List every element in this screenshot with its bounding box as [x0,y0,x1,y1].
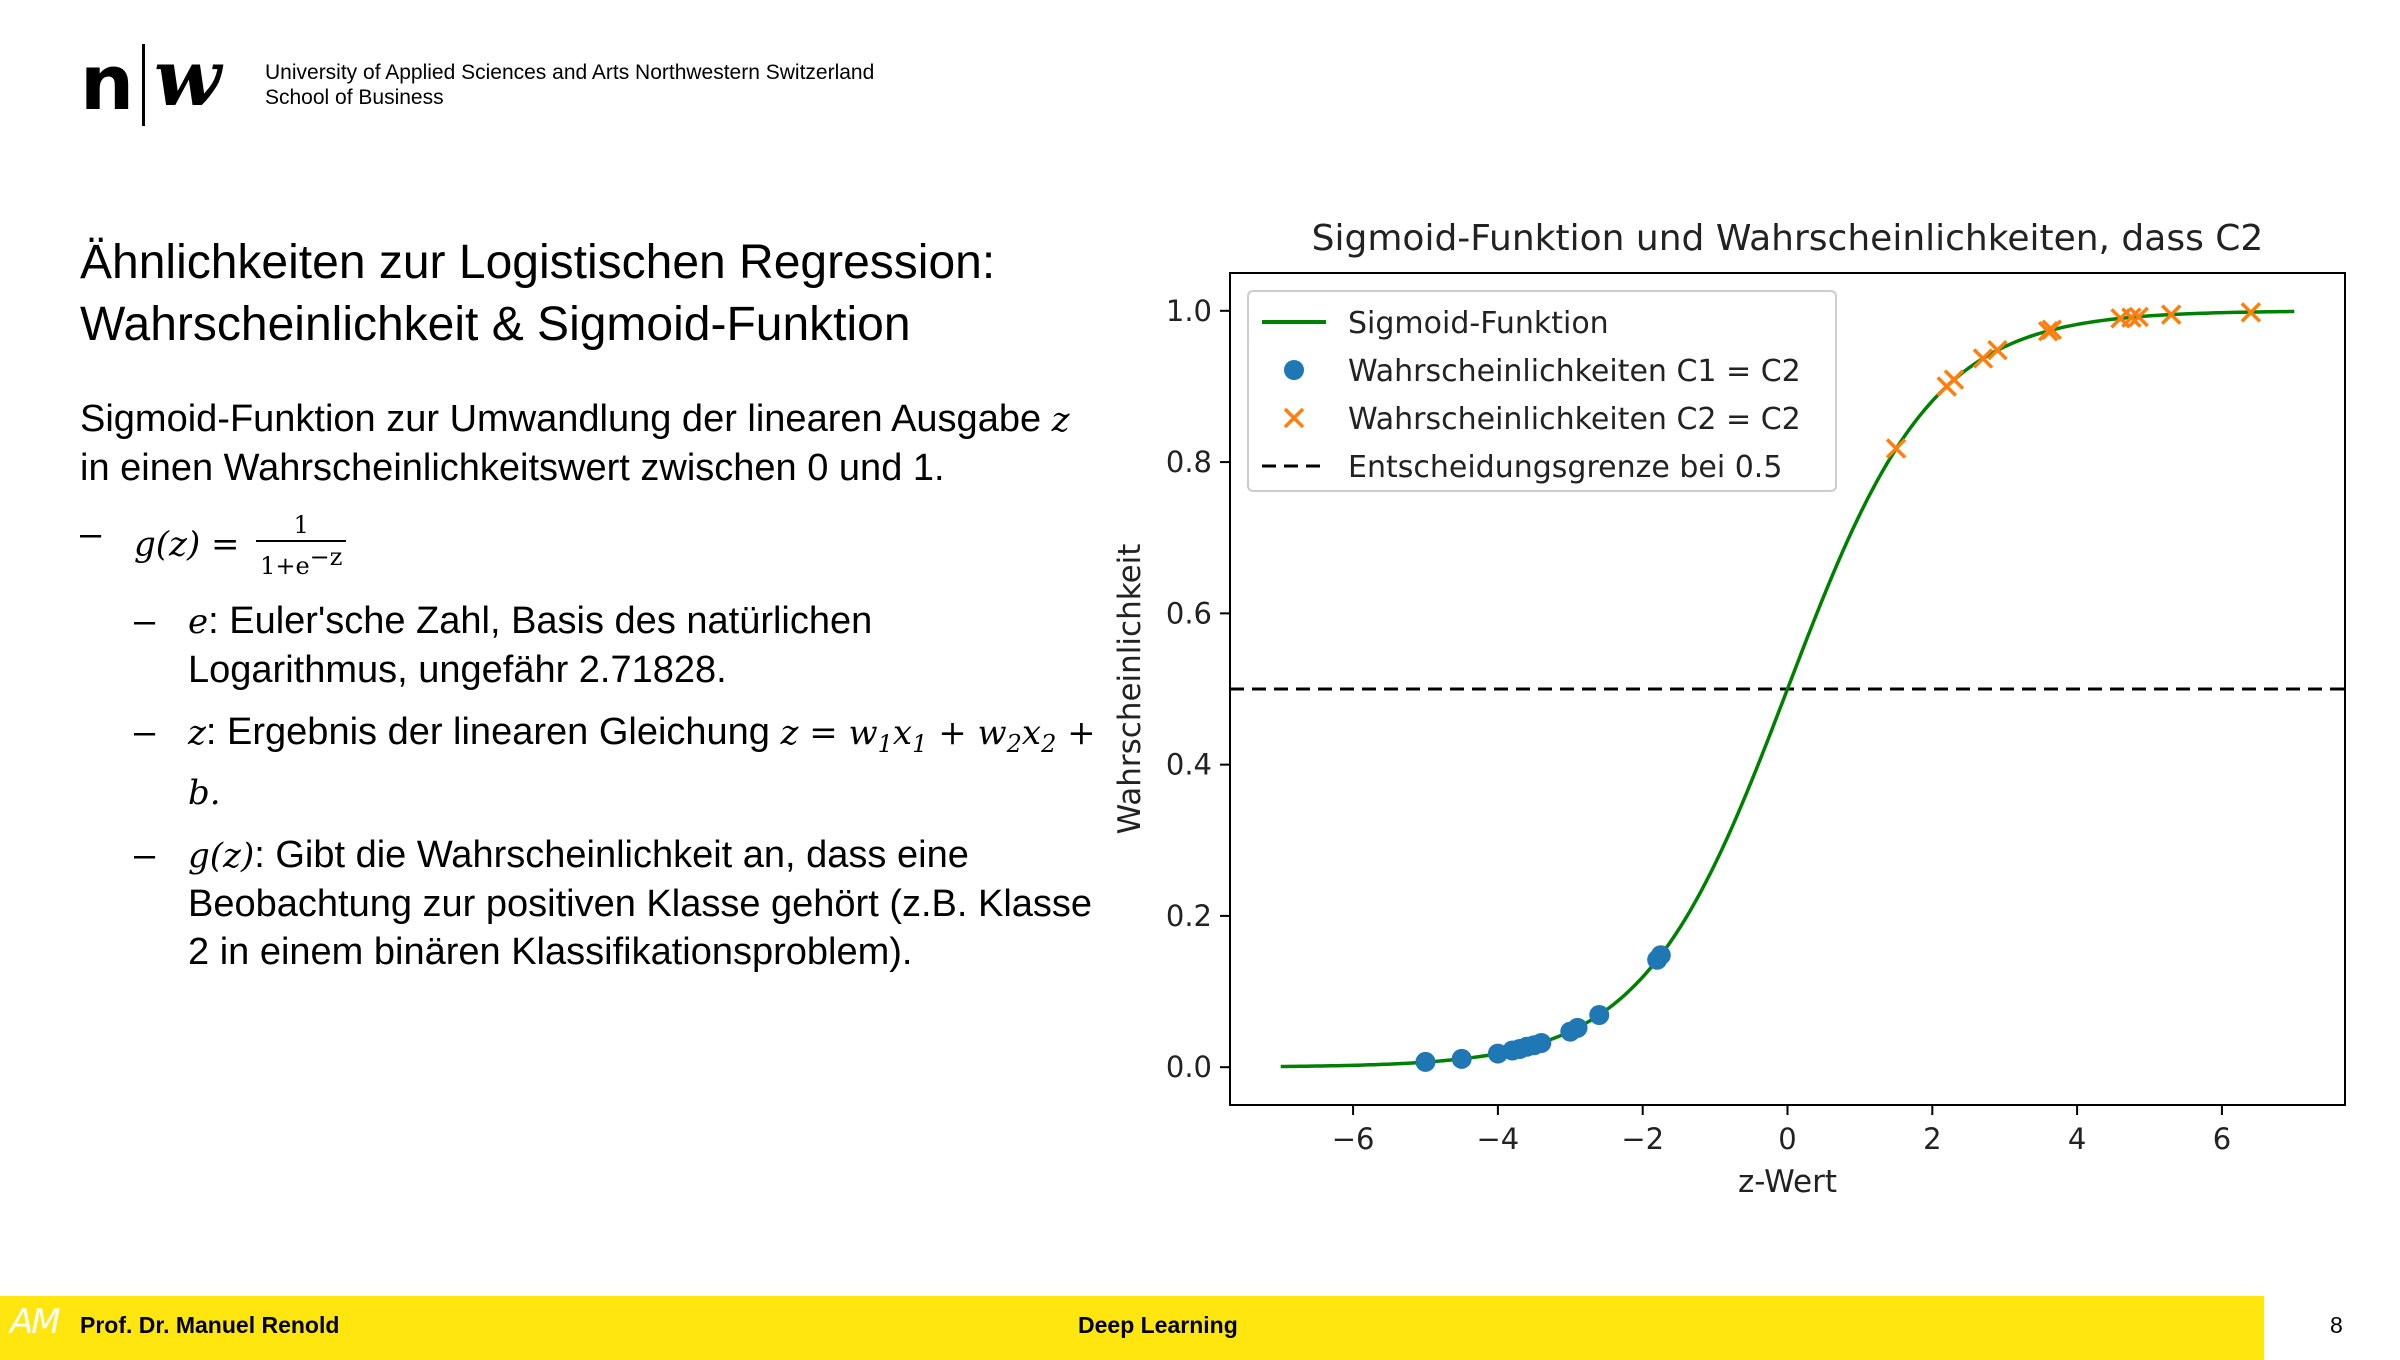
y-tick-label: 1.0 [1166,294,1212,328]
formula-denominator: 1+e−z [256,542,346,581]
z-x1: x [892,713,913,753]
y-tick-label: 0.2 [1166,899,1212,933]
c2-point [2128,306,2149,328]
c1-point [1650,945,1671,966]
sub-1: 1 [877,729,893,758]
page-number: 8 [2330,1312,2343,1338]
c1-point [1567,1017,1588,1038]
slide-title: Ähnlichkeiten zur Logistischen Regressio… [80,232,995,356]
footer-bar [0,1296,2264,1360]
z-eq-part: z = w [780,713,878,753]
x-tick-label: 0 [1778,1122,1796,1156]
z-equation: z = w1x1 + w2x2 + b. [188,713,1096,813]
g-variable: g(z) [188,835,255,876]
institution-line-2: School of Business [265,86,444,109]
x-tick-label: 6 [2213,1122,2231,1156]
title-line-2: Wahrscheinlichkeit & Sigmoid-Funktion [80,298,911,351]
g-description: : Gibt die Wahrscheinlichkeit an, dass e… [188,833,1093,973]
c1-point [1531,1032,1552,1053]
z-variable: z [188,713,206,753]
y-tick-label: 0.8 [1166,445,1212,479]
institution-name: University of Applied Sciences and Arts … [265,60,874,110]
c1-point [1589,1004,1610,1025]
legend-label: Wahrscheinlichkeiten C1 = C2 [1348,354,1801,389]
e-variable: e [188,602,209,642]
bullet-dash: – [134,833,156,876]
logo-w: w [154,33,222,124]
x-tick-label: 2 [1923,1122,1941,1156]
g-bullet: – g(z): Gibt die Wahrscheinlichkeit an, … [80,831,1100,976]
c2-point [1987,339,2008,361]
footer-course: Deep Learning [1078,1312,1238,1338]
e-bullet: – e: Euler'sche Zahl, Basis des natürlic… [80,597,1100,694]
bullet-dash: – [134,600,156,642]
institution-line-1: University of Applied Sciences and Arts … [265,61,875,84]
logo-n: n [80,38,135,127]
slide-body: Sigmoid-Funktion zur Umwandlung der line… [80,395,1100,990]
legend-c2-swatch [1283,407,1305,429]
intro-variable: z [1051,400,1070,440]
y-tick-label: 0.0 [1166,1050,1212,1084]
c1-point [1415,1051,1436,1072]
z-description: : Ergebnis der linearen Gleichung [205,711,770,753]
sigmoid-curve [1280,309,2295,1069]
logo-divider [142,44,145,126]
footer-logo: AM [10,1302,61,1342]
x-tick-label: −6 [1332,1122,1375,1156]
bullet-dash: – [80,513,102,555]
title-line-1: Ähnlichkeiten zur Logistischen Regressio… [80,236,996,289]
x-tick-label: 4 [2068,1122,2086,1156]
c2-point [1972,348,1994,369]
formula-fraction: 1 1+e−z [256,510,347,581]
sub-2: 2 [1041,729,1057,758]
chart-layer: Sigmoid-Funktion und Wahrscheinlichkeite… [1112,218,2346,1200]
legend-label: Entscheidungsgrenze bei 0.5 [1348,450,1782,485]
intro-text-a: Sigmoid-Funktion zur Umwandlung der line… [80,398,1042,440]
chart-title: Sigmoid-Funktion und Wahrscheinlichkeite… [1312,218,2264,259]
z-x2: x [1021,713,1042,753]
z-plus: + [938,713,967,753]
formula-lhs: g(z) = [134,524,240,565]
intro-paragraph: Sigmoid-Funktion zur Umwandlung der line… [80,395,1100,492]
c2-point [1885,438,1907,459]
formula-numerator: 1 [256,510,347,542]
intro-text-b: in einen Wahrscheinlichkeitswert zwische… [80,447,945,489]
c2-point [2160,304,2182,325]
y-axis-label: Wahrscheinlichkeit [1112,544,1148,835]
formula-den-base: 1+e [260,552,310,580]
y-tick-label: 0.6 [1166,596,1212,630]
c1-point [1451,1048,1472,1069]
c2-point [2041,319,2063,340]
legend-box [1247,290,1837,492]
x-axis-label: z-Wert [1738,1164,1837,1200]
x-tick-label: −4 [1477,1122,1520,1156]
z-w2: w [977,713,1007,753]
formula-bullet: – g(z) = 1 1+e−z [80,510,1100,581]
z-b: + b. [188,713,1096,813]
formula-exponent: −z [309,543,343,571]
legend-label: Sigmoid-Funktion [1348,306,1609,341]
legend-label: Wahrscheinlichkeiten C2 = C2 [1348,402,1801,437]
sub-1: 1 [912,729,928,758]
c2-point [2240,302,2262,323]
c2-point [2121,307,2142,328]
legend-c1-swatch [1284,360,1304,380]
sub-2: 2 [1006,729,1022,758]
sigmoid-chart: Sigmoid-Funktion und Wahrscheinlichkeite… [1112,218,2346,1200]
bullet-dash: – [134,711,156,753]
c2-point [1943,369,1965,390]
footer-author: Prof. Dr. Manuel Renold [80,1312,340,1338]
y-tick-label: 0.4 [1166,748,1212,782]
e-description: : Euler'sche Zahl, Basis des natürlichen… [188,600,873,691]
z-bullet: – z: Ergebnis der linearen Gleichung z =… [80,708,1100,817]
x-tick-label: −2 [1621,1122,1664,1156]
